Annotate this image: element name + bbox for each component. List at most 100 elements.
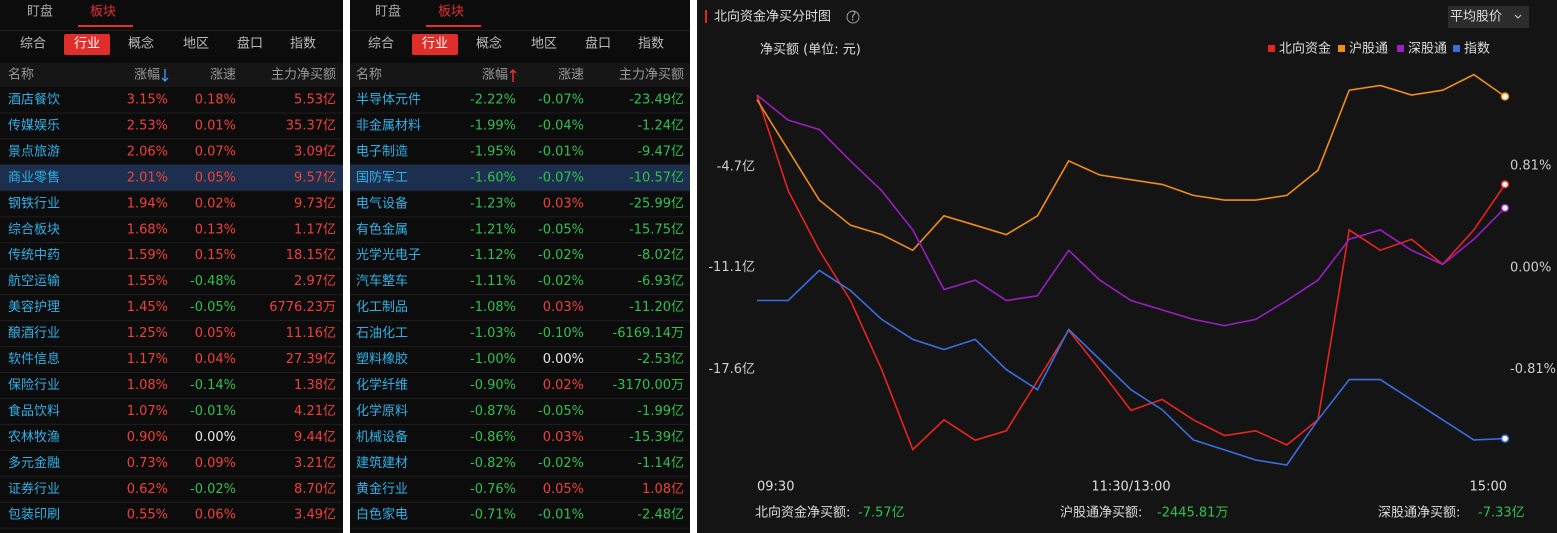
cell-name[interactable]: 美容护理 <box>8 299 60 315</box>
cell-name[interactable]: 酒店餐饮 <box>8 92 60 108</box>
cell-value: 0.00% <box>543 352 584 367</box>
cell-name[interactable]: 非金属材料 <box>356 117 421 133</box>
column-header[interactable]: 涨速 <box>558 68 584 83</box>
subtab[interactable]: 概念 <box>128 36 154 52</box>
cell-name[interactable]: 软件信息 <box>8 351 60 367</box>
legend-label[interactable]: 沪股通 <box>1349 41 1388 57</box>
subtab[interactable]: 地区 <box>183 37 209 52</box>
series-line <box>756 73 1506 252</box>
column-header[interactable]: 主力净买额 <box>619 68 684 83</box>
legend-label[interactable]: 北向资金 <box>1279 41 1331 57</box>
subtab[interactable]: 综合 <box>20 37 46 52</box>
cell-name[interactable]: 有色金属 <box>356 221 408 237</box>
legend-swatch[interactable] <box>1268 45 1275 52</box>
column-header[interactable]: 涨幅 <box>134 68 160 83</box>
cell-value: 1.07% <box>127 404 168 419</box>
cell-name[interactable]: 化工制品 <box>356 300 408 315</box>
tab[interactable]: 板块 <box>90 5 116 20</box>
cell-name[interactable]: 传媒娱乐 <box>8 118 60 133</box>
cell-name[interactable]: 石油化工 <box>356 326 408 341</box>
footer-value: -7.57亿 <box>858 506 905 521</box>
cell-name[interactable]: 综合板块 <box>8 222 60 237</box>
cell-value: -23.49亿 <box>629 93 684 108</box>
cell-value: 2.97亿 <box>294 274 336 289</box>
row-highlight <box>350 164 690 191</box>
dropdown[interactable] <box>1448 6 1529 28</box>
cell-name[interactable]: 汽车整车 <box>356 273 408 289</box>
legend-swatch[interactable] <box>1453 45 1460 52</box>
cell-name[interactable]: 传统中药 <box>8 248 60 263</box>
subtab[interactable]: 行业 <box>74 37 100 52</box>
cell-value: -0.04% <box>538 118 584 133</box>
cell-value: -1.60% <box>470 170 516 185</box>
dropdown-label[interactable]: 平均股价 <box>1450 10 1502 25</box>
cell-name[interactable]: 商业零售 <box>8 169 60 185</box>
column-header[interactable]: 涨速 <box>210 68 236 83</box>
subtab-selected[interactable] <box>412 34 458 55</box>
subtab[interactable]: 指数 <box>290 37 316 52</box>
cell-name[interactable]: 半导体元件 <box>356 93 421 108</box>
legend-swatch[interactable] <box>1397 45 1404 52</box>
cell-value: 1.25% <box>127 326 168 341</box>
cell-name[interactable]: 农林牧渔 <box>8 430 60 445</box>
subtab[interactable]: 指数 <box>638 37 664 52</box>
cell-value: 4.21亿 <box>294 404 336 419</box>
cell-value: 3.21亿 <box>294 456 336 471</box>
end-marker <box>1500 92 1510 101</box>
cell-name[interactable]: 国防军工 <box>356 169 408 185</box>
cell-value: -0.02% <box>538 274 584 289</box>
row-divider <box>0 112 343 114</box>
cell-name[interactable]: 食品饮料 <box>8 403 60 419</box>
tab[interactable]: 盯盘 <box>375 4 401 20</box>
cell-name[interactable]: 酿酒行业 <box>8 325 60 341</box>
cell-value: 5.53亿 <box>294 93 336 108</box>
subtab-selected[interactable] <box>64 34 110 55</box>
subtab[interactable]: 行业 <box>422 37 448 52</box>
cell-name[interactable]: 钢铁行业 <box>8 196 60 211</box>
cell-name[interactable]: 保险行业 <box>8 378 60 393</box>
cell-name[interactable]: 包装印刷 <box>8 508 60 523</box>
cell-value: -0.07% <box>538 93 584 108</box>
tab-underline <box>426 25 481 27</box>
help-icon[interactable] <box>846 10 860 24</box>
cell-value: -1.24亿 <box>637 118 684 133</box>
subtab[interactable]: 盘口 <box>237 36 263 52</box>
divider <box>350 30 690 31</box>
cell-name[interactable]: 航空运输 <box>8 273 60 289</box>
subtab[interactable]: 地区 <box>531 37 557 52</box>
legend-label[interactable]: 深股通 <box>1408 42 1447 57</box>
column-header: 名称 <box>8 67 34 83</box>
cell-name[interactable]: 机械设备 <box>356 429 408 445</box>
cell-name[interactable]: 电气设备 <box>356 195 408 211</box>
tab[interactable]: 盯盘 <box>27 4 53 20</box>
cell-name[interactable]: 化学纤维 <box>356 377 408 393</box>
cell-name[interactable]: 塑料橡胶 <box>356 351 408 367</box>
cell-value: 0.05% <box>543 482 584 497</box>
cell-name[interactable]: 化学原料 <box>356 403 408 419</box>
cell-name[interactable]: 建筑建材 <box>356 455 408 471</box>
cell-value: -0.02% <box>538 456 584 471</box>
subtab[interactable]: 盘口 <box>585 36 611 52</box>
subtab[interactable]: 综合 <box>368 37 394 52</box>
cell-name[interactable]: 电子制造 <box>356 144 408 159</box>
cell-name[interactable]: 光学光电子 <box>356 247 421 263</box>
help-icon-text[interactable]: ? <box>850 10 857 25</box>
cell-value: -0.90% <box>470 378 516 393</box>
cell-value: 1.45% <box>127 300 168 315</box>
sort-arrow <box>509 68 517 82</box>
cell-name[interactable]: 白色家电 <box>356 507 408 523</box>
cell-name[interactable]: 证券行业 <box>8 481 60 497</box>
cell-name[interactable]: 多元金融 <box>8 455 60 471</box>
legend-swatch[interactable] <box>1338 45 1345 52</box>
tab-underline <box>78 25 133 27</box>
row-divider <box>0 397 343 399</box>
cell-name[interactable]: 景点旅游 <box>8 144 60 159</box>
column-header[interactable]: 涨幅 <box>482 68 508 83</box>
tab[interactable]: 板块 <box>438 5 464 20</box>
subtab[interactable]: 概念 <box>476 36 502 52</box>
cell-name[interactable]: 黄金行业 <box>356 481 408 497</box>
legend-label[interactable]: 指数 <box>1464 42 1490 57</box>
column-header[interactable]: 主力净买额 <box>271 68 336 83</box>
row-divider <box>350 501 690 503</box>
cell-value: -1.21% <box>470 222 516 237</box>
